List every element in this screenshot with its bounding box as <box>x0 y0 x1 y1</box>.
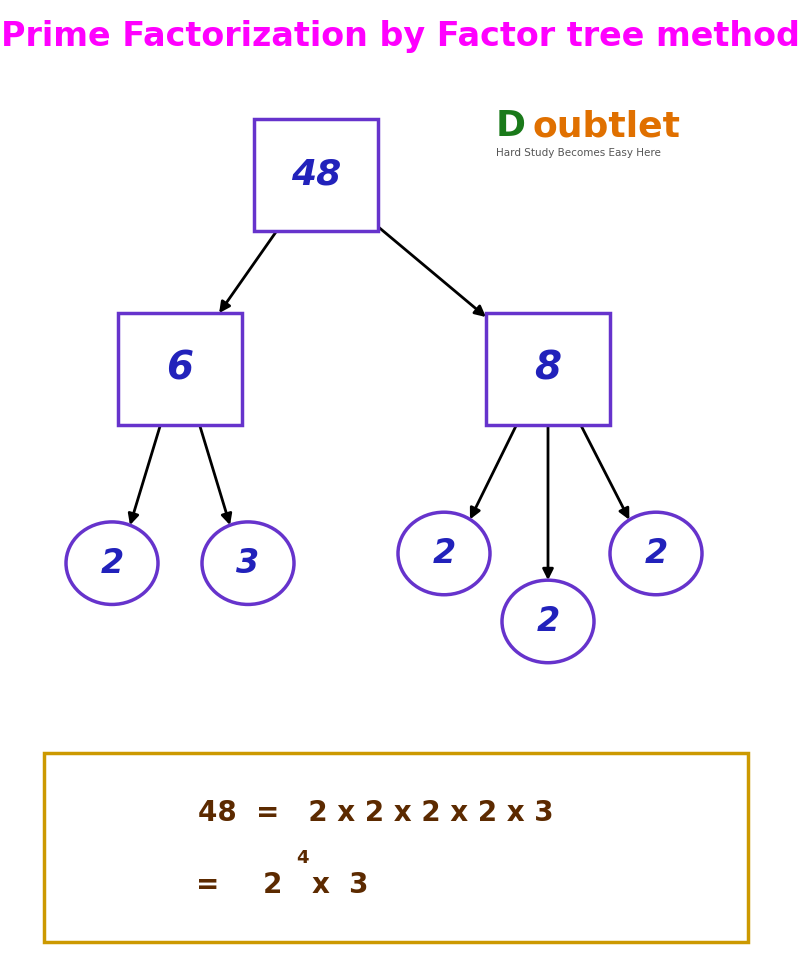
Ellipse shape <box>202 522 294 604</box>
Text: 2: 2 <box>536 605 560 638</box>
Text: 48  =   2 x 2 x 2 x 2 x 3: 48 = 2 x 2 x 2 x 2 x 3 <box>198 799 554 827</box>
FancyBboxPatch shape <box>44 753 748 942</box>
Text: 48: 48 <box>291 157 341 192</box>
Text: 3: 3 <box>236 547 260 580</box>
Text: 4: 4 <box>296 849 309 867</box>
Text: 2: 2 <box>262 871 282 899</box>
FancyBboxPatch shape <box>486 313 610 424</box>
Text: 2: 2 <box>432 537 456 570</box>
Ellipse shape <box>66 522 158 604</box>
Text: =: = <box>196 871 220 899</box>
Ellipse shape <box>398 513 490 594</box>
Text: 6: 6 <box>166 350 194 388</box>
FancyBboxPatch shape <box>254 119 378 230</box>
Text: 8: 8 <box>534 350 562 388</box>
Text: x  3: x 3 <box>312 871 368 899</box>
Text: Prime Factorization by Factor tree method: Prime Factorization by Factor tree metho… <box>1 20 799 53</box>
Ellipse shape <box>610 513 702 594</box>
Text: D: D <box>496 109 526 144</box>
Text: Hard Study Becomes Easy Here: Hard Study Becomes Easy Here <box>496 149 661 158</box>
Ellipse shape <box>502 581 594 662</box>
Text: 2: 2 <box>100 547 124 580</box>
FancyBboxPatch shape <box>118 313 242 424</box>
Text: 2: 2 <box>644 537 668 570</box>
Text: oubtlet: oubtlet <box>532 109 680 144</box>
